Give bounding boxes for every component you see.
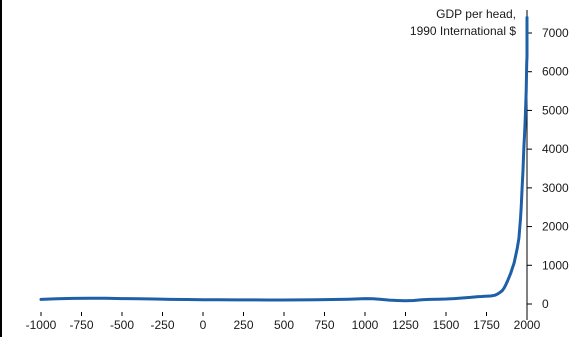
annotation-line-1: GDP per head, [436,7,516,21]
y-tick-label: 2000 [542,220,569,234]
left-border [0,0,2,337]
annotation: GDP per head, 1990 International $ [410,7,516,38]
x-tick-label: 1250 [392,318,419,332]
y-tick-label: 3000 [542,181,569,195]
annotation-line-2: 1990 International $ [410,24,516,38]
y-tick-label: 6000 [542,65,569,79]
x-tick-label: 500 [274,318,294,332]
x-tick-label: -1000 [26,318,57,332]
x-tick-label: 250 [233,318,253,332]
x-tick-label: 1750 [473,318,500,332]
y-axis: 0 1000 2000 3000 4000 5000 6000 7000 [526,10,569,320]
y-tick-label: 7000 [542,26,569,40]
x-tick-label: -500 [110,318,134,332]
x-axis: -1000 -750 -500 -250 0 250 500 750 1000 1250 1500 1… [26,312,541,332]
x-tick-label: -750 [69,318,93,332]
y-tick-label: 4000 [542,142,569,156]
y-tick-label: 0 [542,297,549,311]
x-tick-label: 0 [200,318,207,332]
x-tick-label: 1500 [433,318,460,332]
x-tick-label: -250 [150,318,174,332]
y-tick-label: 5000 [542,103,569,117]
series-group [39,16,529,303]
x-tick-label: 1000 [352,318,379,332]
series-line [39,16,529,303]
x-tick-label: 750 [314,318,334,332]
y-tick-label: 1000 [542,258,569,272]
x-tick-label: 2000 [514,318,541,332]
